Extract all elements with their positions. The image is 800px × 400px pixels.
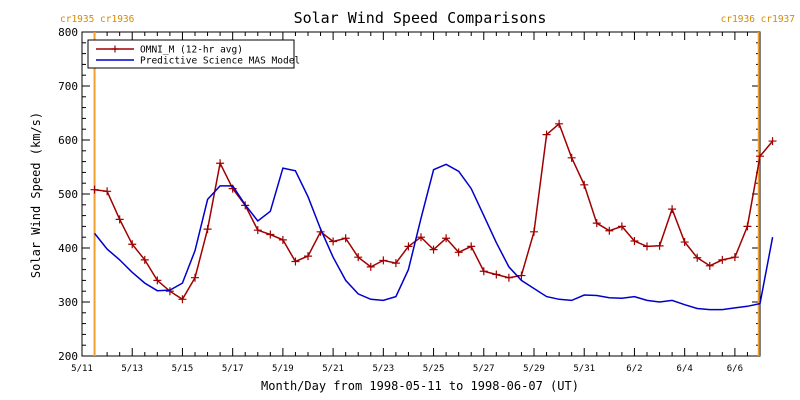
data-point	[153, 276, 162, 285]
series-line-1	[94, 163, 774, 311]
x-tick-label: 5/29	[523, 364, 545, 374]
data-point	[743, 222, 752, 231]
data-point	[693, 253, 702, 262]
chart-title: Solar Wind Speed Comparisons	[294, 9, 547, 27]
data-point	[630, 236, 639, 245]
data-point	[417, 233, 425, 242]
data-point	[643, 242, 651, 251]
data-point	[617, 222, 626, 231]
x-tick-label: 5/31	[573, 364, 595, 374]
data-point	[391, 259, 400, 268]
legend-box	[87, 39, 295, 69]
data-point	[115, 215, 124, 224]
data-point	[140, 255, 149, 264]
data-point	[479, 267, 488, 276]
x-tick-label: 5/13	[121, 364, 143, 374]
data-point	[304, 252, 312, 261]
data-point	[454, 248, 463, 257]
x-tick-label: 5/25	[423, 364, 445, 374]
x-tick-label: 5/27	[473, 364, 495, 374]
data-point	[253, 226, 262, 235]
data-point	[354, 253, 363, 262]
x-tick-label: 5/19	[272, 364, 294, 374]
data-point	[203, 225, 212, 234]
x-tick-label: 6/6	[727, 364, 743, 374]
data-point	[341, 234, 350, 243]
data-point	[705, 261, 714, 270]
y-axis-label: Solar Wind Speed (km/s)	[29, 112, 43, 278]
data-point	[542, 130, 551, 139]
data-point	[555, 119, 564, 128]
data-point	[404, 242, 413, 251]
data-point	[429, 245, 438, 254]
data-point	[580, 180, 589, 189]
data-point	[266, 230, 275, 239]
plot-area: 200 300 400 500 600 700 800 5/11 5/13 5/15 5/17 5/1…	[58, 14, 795, 374]
x-tick-label: 5/23	[372, 364, 394, 374]
data-point	[90, 185, 99, 194]
data-point	[366, 262, 375, 271]
data-point	[379, 256, 388, 265]
x-tick-label: 5/11	[71, 364, 93, 374]
data-point	[680, 238, 689, 247]
data-point	[668, 205, 677, 214]
series-line-0	[94, 122, 774, 301]
data-point	[655, 241, 664, 250]
data-point	[329, 237, 338, 246]
data-point	[128, 240, 137, 249]
x-tick-label: 5/17	[222, 364, 244, 374]
y-tick-label: 800	[58, 26, 78, 39]
y-tick-label: 200	[58, 350, 78, 363]
x-axis-label: Month/Day from 1998-05-11 to 1998-06-07 …	[261, 379, 579, 393]
data-point	[718, 255, 727, 264]
data-point	[730, 253, 739, 262]
y-tick-label: 500	[58, 188, 78, 201]
data-point	[165, 287, 174, 296]
carrington-label: cr1936 cr1937	[721, 14, 795, 25]
plot-frame	[81, 31, 761, 357]
x-tick-label: 5/21	[322, 364, 344, 374]
legend-marker	[111, 45, 119, 53]
data-point	[178, 295, 187, 304]
y-tick-label: 300	[58, 296, 78, 309]
x-tick-label: 6/4	[677, 364, 693, 374]
y-tick-label: 400	[58, 242, 78, 255]
x-tick-label: 6/2	[626, 364, 642, 374]
data-point	[191, 273, 199, 282]
data-point	[442, 234, 451, 243]
data-point	[504, 273, 513, 282]
data-point	[103, 187, 112, 196]
data-point	[467, 242, 476, 251]
legend-label: OMNI_M (12-hr avg)	[140, 45, 243, 56]
y-tick-label: 700	[58, 80, 78, 93]
data-point	[605, 226, 614, 235]
data-point	[530, 227, 538, 236]
carrington-label: cr1935 cr1936	[60, 14, 135, 25]
data-point	[216, 159, 225, 168]
data-point	[492, 270, 501, 279]
data-point	[517, 271, 526, 280]
data-point	[592, 219, 601, 228]
y-tick-label: 600	[58, 134, 78, 147]
data-point	[567, 153, 576, 162]
data-point	[756, 152, 764, 161]
data-point	[768, 137, 777, 146]
legend-label: Predictive Science MAS Model	[140, 56, 300, 67]
data-point	[291, 257, 300, 266]
x-tick-label: 5/15	[172, 364, 194, 374]
data-point	[278, 235, 287, 244]
